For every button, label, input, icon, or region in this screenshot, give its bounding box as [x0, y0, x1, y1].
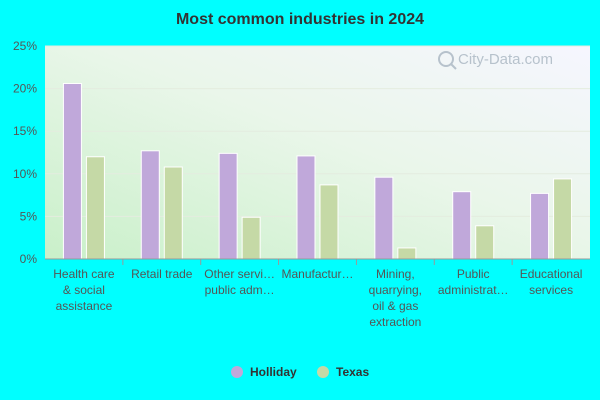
- legend-label-texas: Texas: [336, 365, 369, 379]
- legend-swatch-holliday: [231, 366, 243, 378]
- x-tick-label-line: administrat…: [438, 283, 509, 297]
- y-tick-label: 10%: [13, 167, 37, 181]
- y-tick-label: 5%: [20, 209, 38, 223]
- bar-holliday: [530, 192, 550, 260]
- x-tick-label: Mining, quarrying, oil & gas extraction: [369, 267, 422, 329]
- magnifier-icon: [438, 51, 454, 67]
- plot-area: [45, 46, 590, 259]
- x-tick-label: Other servi… public adm…: [204, 267, 275, 297]
- x-tick-label: Educational services: [520, 267, 583, 297]
- x-tick-label: Retail trade: [131, 267, 193, 281]
- bar-texas: [553, 178, 573, 260]
- x-tick-label-line: Educational: [520, 267, 583, 281]
- y-tick-label: 20%: [13, 82, 37, 96]
- x-tick-label-line: public adm…: [205, 283, 275, 297]
- bar-holliday: [218, 152, 238, 260]
- x-tick-label-line: services: [529, 283, 573, 297]
- bar-holliday: [62, 82, 82, 260]
- x-tick-label-line: Retail trade: [131, 267, 193, 281]
- x-tick-label-line: quarrying,: [369, 283, 422, 297]
- bar-texas: [85, 156, 105, 260]
- x-tick-label-line: oil & gas: [372, 299, 418, 313]
- watermark-text: City-Data.com: [458, 51, 553, 68]
- legend: Holliday Texas: [231, 365, 369, 379]
- y-axis: 0% 5% 10% 15% 20% 25%: [13, 39, 37, 266]
- bar-texas: [475, 225, 495, 260]
- y-tick-label: 25%: [13, 39, 37, 53]
- chart-title: Most common industries in 2024: [176, 11, 424, 28]
- legend-label-holliday: Holliday: [250, 365, 297, 379]
- bars: [62, 82, 573, 260]
- bar-texas: [397, 247, 417, 260]
- magnifier-handle: [450, 63, 457, 70]
- x-tick-label-line: Manufactur…: [281, 267, 353, 281]
- bar-texas: [241, 216, 261, 260]
- x-tick-label-line: & social: [63, 283, 105, 297]
- x-tick-label-line: Mining,: [376, 267, 415, 281]
- x-tick-label-line: Public: [457, 267, 490, 281]
- bar-holliday: [296, 155, 316, 260]
- y-tick-label: 15%: [13, 124, 37, 138]
- watermark: City-Data.com: [438, 51, 553, 70]
- x-tick-label: Health care & social assistance: [53, 267, 115, 313]
- x-tick-label-line: assistance: [56, 299, 113, 313]
- x-tick-label-line: extraction: [369, 315, 421, 329]
- x-tick-label: Public administrat…: [438, 267, 509, 297]
- bar-holliday: [452, 191, 472, 260]
- x-tick-label-line: Other servi…: [204, 267, 275, 281]
- x-axis: Health care & social assistance Retail trad…: [45, 258, 590, 329]
- bar-holliday: [140, 150, 160, 260]
- x-tick-label-line: Health care: [53, 267, 115, 281]
- x-tick-label: Manufactur…: [281, 267, 353, 281]
- bar-holliday: [374, 176, 394, 260]
- bar-texas: [163, 166, 183, 260]
- legend-swatch-texas: [317, 366, 329, 378]
- bar-texas: [319, 184, 339, 260]
- y-tick-label: 0%: [20, 252, 38, 266]
- gridlines: [45, 45, 590, 217]
